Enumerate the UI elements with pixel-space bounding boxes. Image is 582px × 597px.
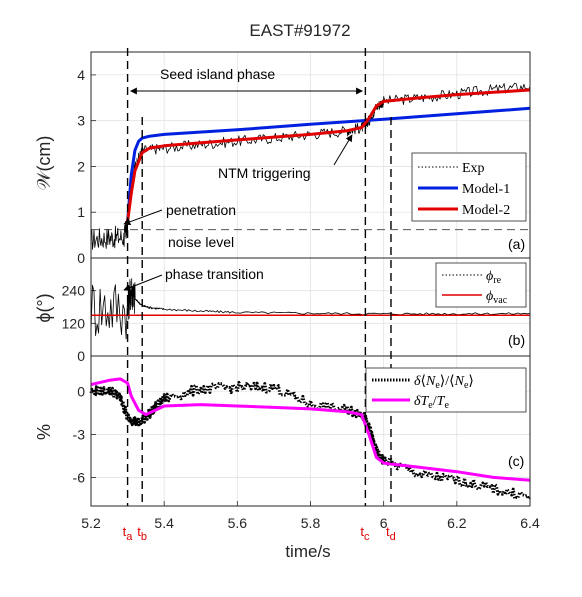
series-a-1 <box>126 106 531 222</box>
ytick-label-c-1: -3 <box>73 427 86 443</box>
marker-label-1: tb <box>137 524 147 543</box>
xtick-label-0: 5.2 <box>81 515 101 531</box>
panel-c-tag: (c) <box>508 453 524 469</box>
series-a-2 <box>126 88 531 222</box>
legend-c: δ⟨Ne⟩/⟨Ne⟩ δTe/Te <box>365 367 527 413</box>
xtick-label-2: 5.6 <box>228 515 248 531</box>
series-c-1 <box>90 377 531 482</box>
legend-a-model1: Model-1 <box>462 182 510 197</box>
panel-c: 0 -3 -6 <box>73 355 532 507</box>
marker-label-0: ta <box>123 524 134 543</box>
legend-c-te: δTe/Te <box>414 394 449 411</box>
xtick-label-3: 5.8 <box>301 515 321 531</box>
ntm-triggering-label: NTM triggering <box>218 165 311 181</box>
ytick-label-a-4: 4 <box>77 67 85 83</box>
legend-a-exp: Exp <box>462 161 485 176</box>
phase-transition-label: phase transition <box>165 266 264 282</box>
xtick-label-1: 5.4 <box>154 515 174 531</box>
figure-title: EAST#91972 <box>249 21 350 40</box>
phase-arrow <box>123 274 163 291</box>
panel-a-tag: (a) <box>508 236 525 252</box>
ytick-label-a-2: 2 <box>77 158 85 174</box>
xtick-label-4: 6 <box>380 515 388 531</box>
marker-label-3: td <box>386 524 396 543</box>
ytick-label-a-3: 3 <box>77 113 85 129</box>
marker-label-2: tc <box>360 524 370 543</box>
panel-c-ylabel: % <box>34 424 54 440</box>
penetration-arrow <box>123 209 163 226</box>
seed-island-label: Seed island phase <box>160 66 275 82</box>
ytick-label-a-1: 1 <box>77 204 85 220</box>
ntm-arrow <box>333 134 353 166</box>
legend-b: ϕre ϕvac <box>435 262 527 308</box>
ytick-label-b-2: 240 <box>62 283 86 299</box>
xtick-label-5: 6.2 <box>447 515 467 531</box>
ytick-label-b-1: 120 <box>62 315 86 331</box>
noise-level-label: noise level <box>168 234 234 250</box>
ytick-label-c-0: 0 <box>77 384 85 400</box>
x-axis: 5.2 5.4 5.6 5.8 6 6.2 6.4 <box>81 501 540 531</box>
time-markers: ta tb tc td <box>123 48 396 543</box>
legend-a-model2: Model-2 <box>462 203 510 218</box>
legend-c-ne: δ⟨Ne⟩/⟨Ne⟩ <box>414 374 474 391</box>
panel-b-tag: (b) <box>508 332 525 348</box>
series-b-0 <box>90 278 531 340</box>
legend-b-phi-vac: ϕvac <box>486 289 508 306</box>
x-axis-label: time/s <box>285 542 330 561</box>
penetration-label: penetration <box>166 202 236 218</box>
legend-b-phi-re: ϕre <box>486 269 502 286</box>
xtick-label-6: 6.4 <box>520 515 540 531</box>
series-c-0 <box>89 380 532 501</box>
ytick-label-a-0: 0 <box>77 250 85 266</box>
ytick-label-c-2: -6 <box>73 469 86 485</box>
panel-a-ylabel: 𝒲(cm) <box>34 136 54 191</box>
legend-a: Exp Model-1 Model-2 <box>411 152 527 222</box>
panel-b-ylabel: ϕ(°) <box>34 293 54 322</box>
ytick-label-b-0: 0 <box>77 348 85 364</box>
